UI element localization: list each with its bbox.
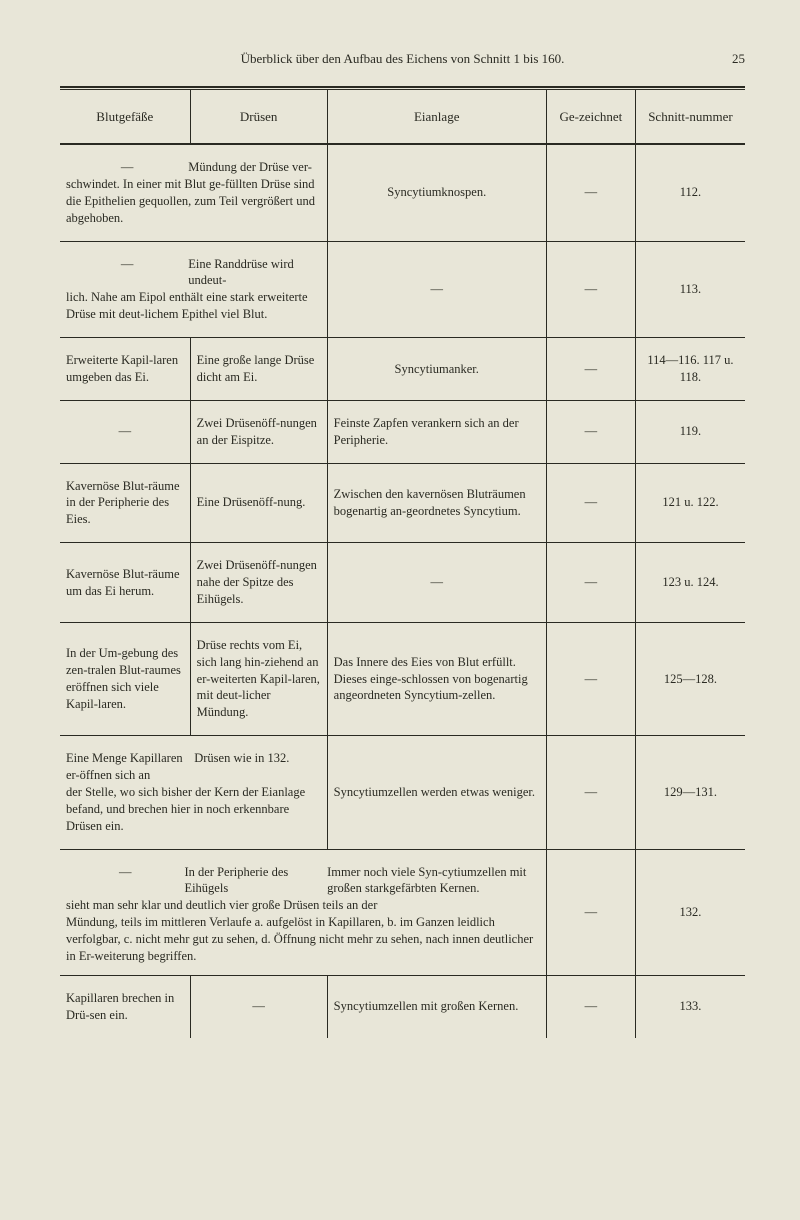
cell: —	[546, 338, 635, 401]
cell: Syncytiumzellen mit großen Kernen.	[327, 975, 546, 1037]
table-row: In der Um-gebung des zen-tralen Blut-rau…	[60, 622, 745, 735]
cell: Kapillaren brechen in Drü-sen ein.	[60, 975, 190, 1037]
cell: Zwei Drüsenöff-nungen nahe der Spitze de…	[190, 543, 327, 623]
cell: Immer noch viele Syn-cytiumzellen mit gr…	[327, 865, 526, 896]
table-row: Kavernöse Blut-räume um das Ei herum. Zw…	[60, 543, 745, 623]
table-row: Kapillaren brechen in Drü-sen ein. — Syn…	[60, 975, 745, 1037]
cell: Syncytiumzellen werden etwas weniger.	[327, 736, 546, 849]
cell: 129—131.	[635, 736, 745, 849]
table-row: Kavernöse Blut-räume in der Peripherie d…	[60, 463, 745, 543]
cell: 132.	[635, 849, 745, 975]
cell: —	[121, 257, 134, 271]
cell: —	[546, 736, 635, 849]
cell: Das Innere des Eies von Blut erfüllt. Di…	[327, 622, 546, 735]
cell: 123 u. 124.	[635, 543, 745, 623]
cell: 119.	[635, 400, 745, 463]
col-header-2: Drüsen	[190, 90, 327, 144]
cell: —	[546, 144, 635, 241]
cell: Drüsen wie in 132.	[194, 751, 289, 765]
cell: Mündung der Drüse ver-	[188, 160, 312, 174]
cell: der Stelle, wo sich bisher der Kern der …	[66, 785, 305, 833]
table-header-row: Blutgefäße Drüsen Eianlage Ge-zeichnet S…	[60, 90, 745, 144]
cell: sieht man sehr klar und deutlich vier gr…	[66, 898, 377, 912]
page-header: Überblick über den Aufbau des Eichens vo…	[60, 50, 745, 68]
cell: —	[546, 543, 635, 623]
page-number: 25	[705, 50, 745, 68]
cell: —	[546, 400, 635, 463]
cell: Syncytiumknospen.	[327, 144, 546, 241]
cell: Syncytiumanker.	[327, 338, 546, 401]
table-row: — In der Peripherie des Eihügels Immer n…	[60, 849, 745, 975]
table-row: — Eine Randdrüse wird undeut- lich. Nahe…	[60, 241, 745, 338]
cell: —	[546, 463, 635, 543]
cell: Kavernöse Blut-räume um das Ei herum.	[60, 543, 190, 623]
cell: Mündung, teils im mittleren Verlaufe a. …	[66, 915, 533, 963]
cell: 121 u. 122.	[635, 463, 745, 543]
cell: Drüse rechts vom Ei, sich lang hin-ziehe…	[190, 622, 327, 735]
table-row: Erweiterte Kapil-laren umgeben das Ei. E…	[60, 338, 745, 401]
cell: —	[327, 241, 546, 338]
cell: schwindet. In einer mit Blut ge-füllten …	[66, 177, 315, 225]
cell: Zwischen den kavernösen Bluträumen bogen…	[327, 463, 546, 543]
cell: Kavernöse Blut-räume in der Peripherie d…	[60, 463, 190, 543]
cell: Eine Menge Kapillaren er-öffnen sich an	[66, 751, 183, 782]
cell: —	[546, 622, 635, 735]
cell: —	[327, 543, 546, 623]
cell: —	[60, 400, 190, 463]
table-row: — Mündung der Drüse ver- schwindet. In e…	[60, 144, 745, 241]
cell: lich. Nahe am Eipol enthält eine stark e…	[66, 290, 308, 321]
table-row: — Zwei Drüsenöff-nungen an der Eispitze.…	[60, 400, 745, 463]
cell: Zwei Drüsenöff-nungen an der Eispitze.	[190, 400, 327, 463]
cell: —	[546, 849, 635, 975]
cell: —	[119, 865, 132, 879]
col-header-1: Blutgefäße	[60, 90, 190, 144]
cell: 113.	[635, 241, 745, 338]
col-header-3: Eianlage	[327, 90, 546, 144]
cell: Eine große lange Drüse dicht am Ei.	[190, 338, 327, 401]
col-header-5: Schnitt-nummer	[635, 90, 745, 144]
cell: Erweiterte Kapil-laren umgeben das Ei.	[60, 338, 190, 401]
cell: 125—128.	[635, 622, 745, 735]
data-table: Blutgefäße Drüsen Eianlage Ge-zeichnet S…	[60, 90, 745, 1038]
cell: In der Um-gebung des zen-tralen Blut-rau…	[60, 622, 190, 735]
cell: —	[190, 975, 327, 1037]
cell: 133.	[635, 975, 745, 1037]
cell: —	[546, 975, 635, 1037]
page-title: Überblick über den Aufbau des Eichens vo…	[100, 50, 705, 68]
table-row: Eine Menge Kapillaren er-öffnen sich an …	[60, 736, 745, 849]
cell: 112.	[635, 144, 745, 241]
cell: Eine Randdrüse wird undeut-	[188, 257, 294, 288]
cell: 114—116. 117 u. 118.	[635, 338, 745, 401]
col-header-4: Ge-zeichnet	[546, 90, 635, 144]
cell: Eine Drüsenöff-nung.	[190, 463, 327, 543]
cell: —	[121, 160, 134, 174]
cell: In der Peripherie des Eihügels	[184, 865, 288, 896]
cell: —	[546, 241, 635, 338]
cell: Feinste Zapfen verankern sich an der Per…	[327, 400, 546, 463]
